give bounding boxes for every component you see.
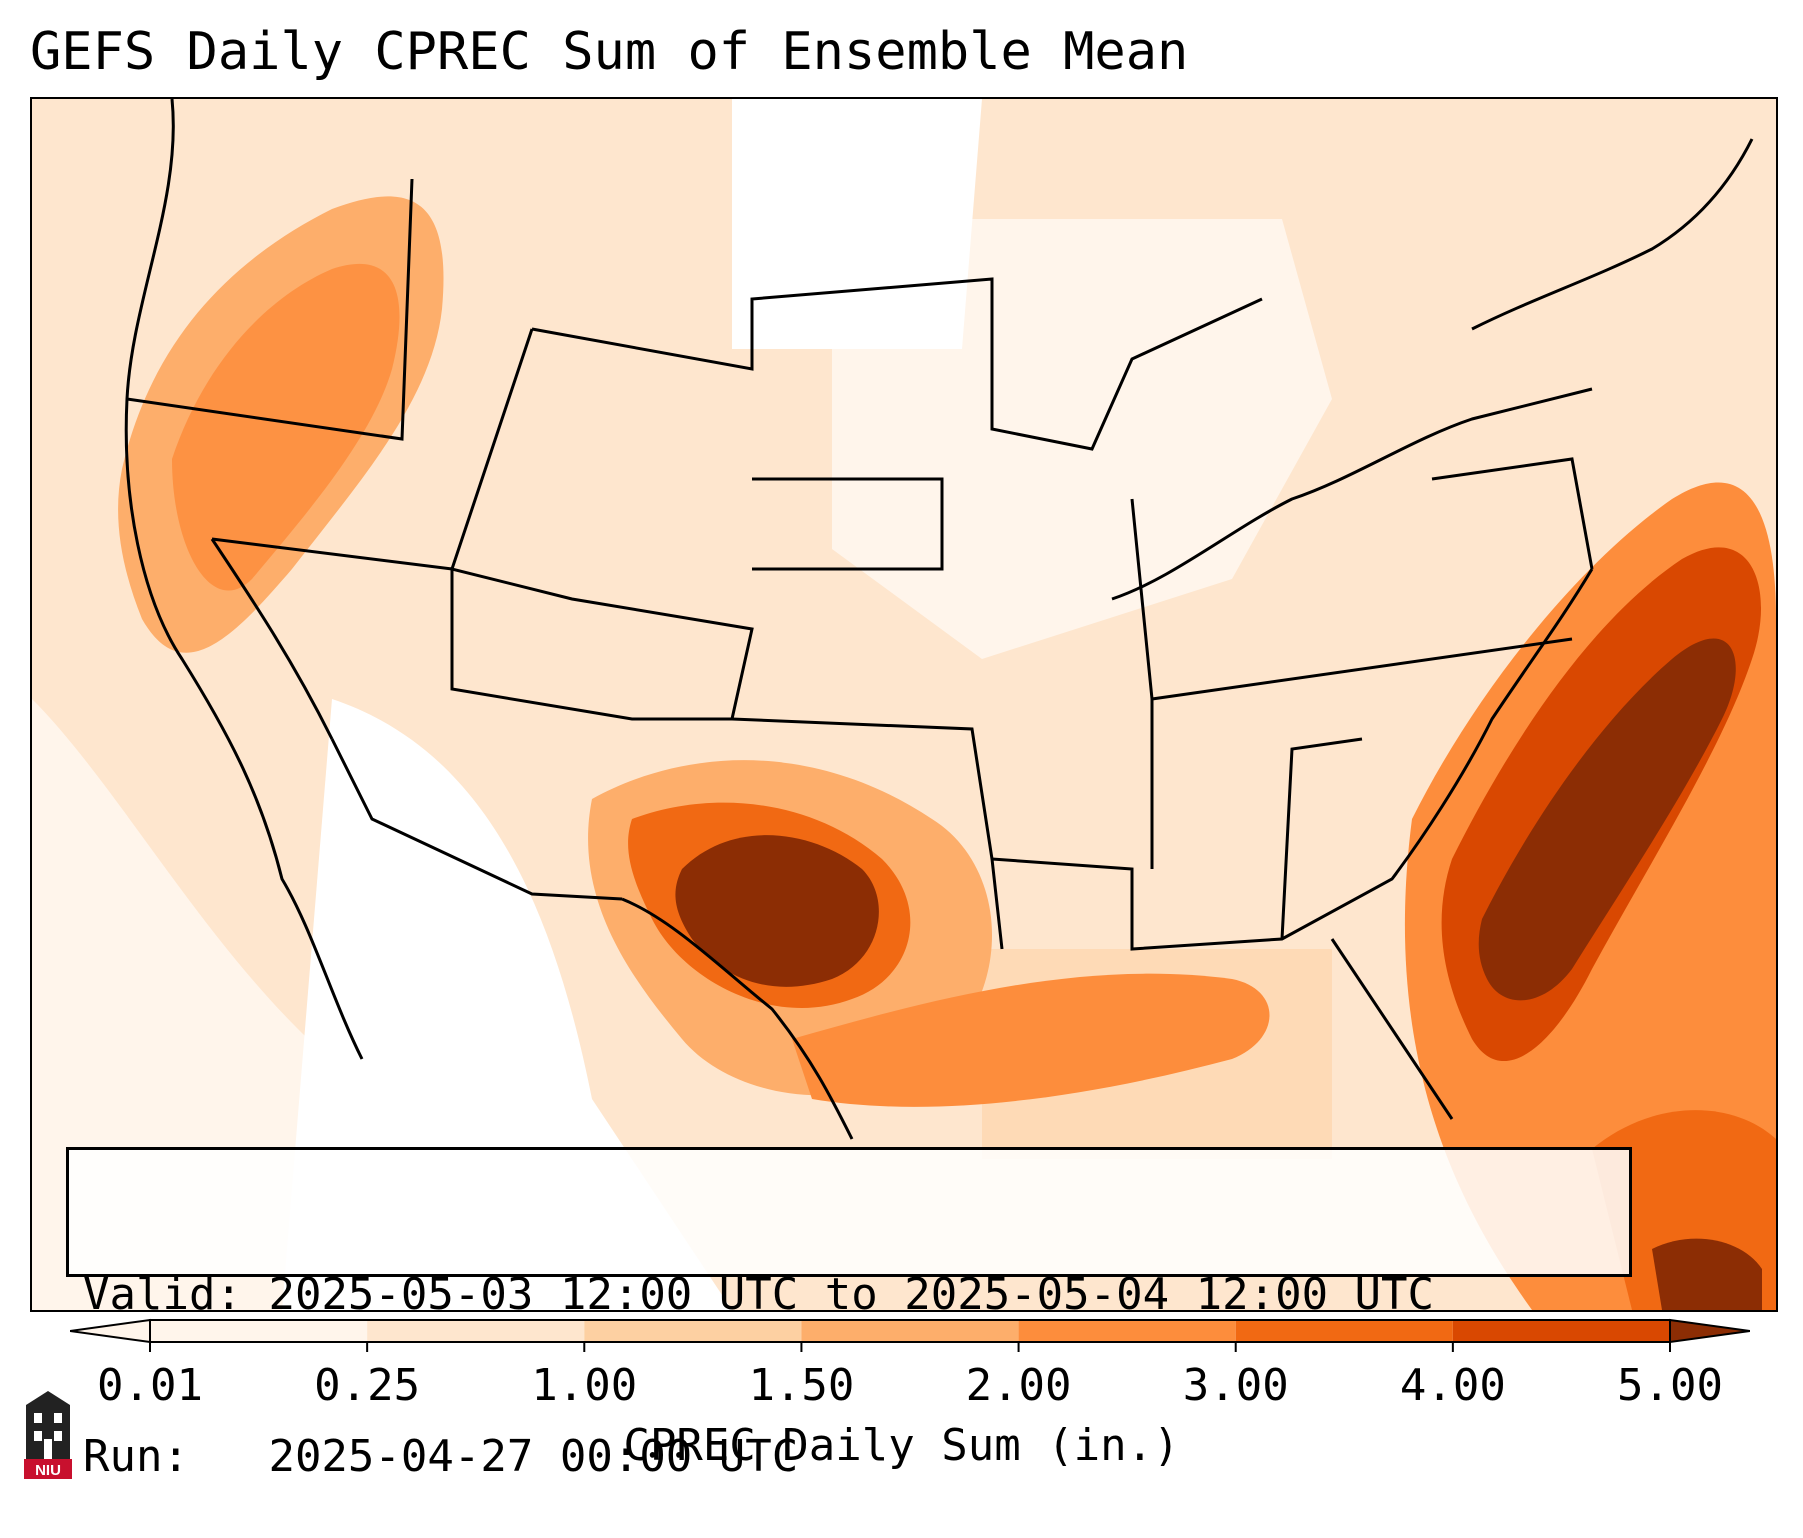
colorbar-extend-high xyxy=(1669,1318,1750,1344)
map-title: GEFS Daily CPREC Sum of Ensemble Mean xyxy=(30,22,1189,82)
colorbar-tick-label: 0.25 xyxy=(314,1360,421,1411)
colorbar-segment xyxy=(1018,1320,1236,1342)
colorbar-tick-label: 1.50 xyxy=(748,1360,855,1411)
colorbar-segment xyxy=(150,1320,368,1342)
valid-row: Valid: 2025-05-03 12:00 UTC to 2025-05-0… xyxy=(83,1268,1629,1322)
niu-logo: NIU xyxy=(24,1391,72,1479)
colorbar-tick-label: 1.00 xyxy=(531,1360,638,1411)
valid-value: 2025-05-03 12:00 UTC to 2025-05-04 12:00… xyxy=(268,1269,1435,1320)
colorbar-label: CPREC Daily Sum (in.) xyxy=(623,1420,1180,1471)
valid-run-box: Valid: 2025-05-03 12:00 UTC to 2025-05-0… xyxy=(66,1147,1632,1482)
precip-map xyxy=(32,99,1776,1310)
run-row: Run: 2025-04-27 00:00 UTC xyxy=(83,1430,1629,1484)
colorbar-segment xyxy=(367,1320,585,1342)
logo-text: NIU xyxy=(35,1462,61,1479)
colorbar-tick-label: 5.00 xyxy=(1617,1360,1723,1411)
colorbar-outline xyxy=(149,1319,1671,1343)
colorbar-segment xyxy=(584,1320,802,1342)
colorbar-segment xyxy=(1452,1320,1670,1342)
precip-shading xyxy=(32,99,1776,1310)
colorbar xyxy=(70,1318,1750,1352)
colorbar-tick-label: 0.01 xyxy=(97,1360,203,1411)
colorbar-segment xyxy=(801,1320,1019,1342)
map-panel xyxy=(30,97,1778,1312)
valid-label: Valid: xyxy=(83,1269,242,1320)
run-value: 2025-04-27 00:00 UTC xyxy=(268,1431,799,1482)
colorbar-extend-low xyxy=(70,1318,151,1344)
colorbar-tick-label: 2.00 xyxy=(965,1360,1072,1411)
colorbar-tick-label: 3.00 xyxy=(1182,1360,1289,1411)
logo-band xyxy=(24,1459,72,1479)
run-label: Run: xyxy=(83,1431,189,1482)
colorbar-tick-label: 4.00 xyxy=(1399,1360,1506,1411)
colorbar-segment xyxy=(1235,1320,1453,1342)
boundaries xyxy=(124,99,1754,1140)
